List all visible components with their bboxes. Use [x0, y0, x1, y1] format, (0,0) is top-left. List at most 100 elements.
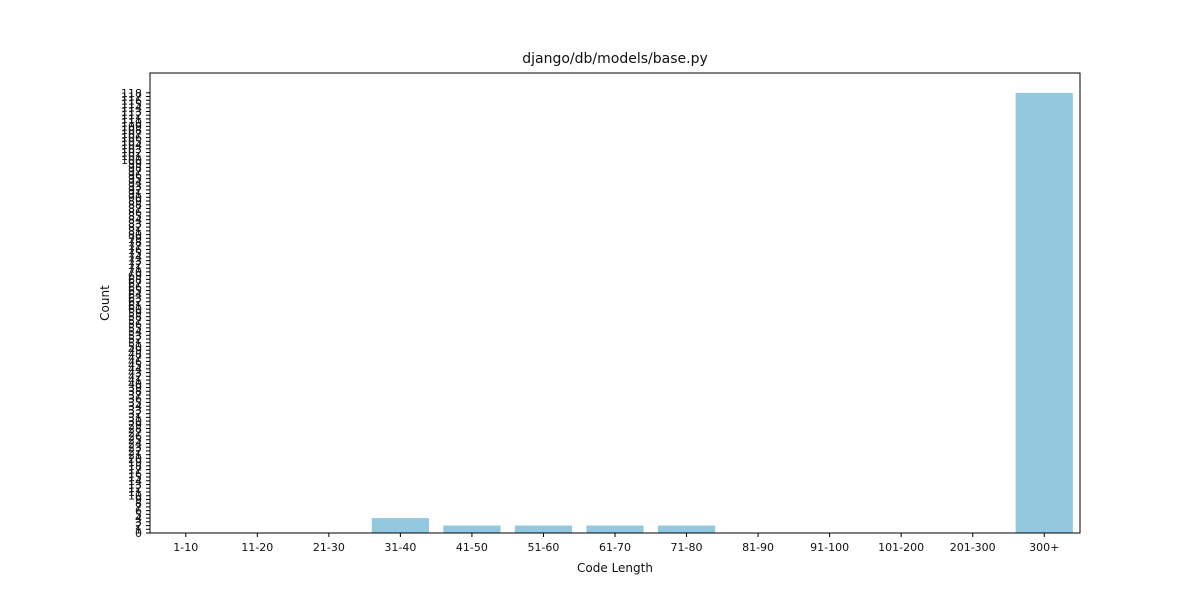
y-tick-label-109: 109	[121, 120, 142, 133]
y-tick-label-0: 0	[135, 527, 142, 540]
y-tick-label-51: 51	[128, 337, 142, 350]
y-tick-label-22: 22	[128, 445, 142, 458]
x-tick-label-4: 41-50	[456, 541, 488, 554]
y-tick-label-91: 91	[128, 188, 142, 201]
y-tick-label-101: 101	[121, 150, 142, 163]
y-tick-label-7: 7	[135, 501, 142, 514]
y-tick-label-64: 64	[128, 288, 142, 301]
y-tick-label-58: 58	[128, 311, 142, 324]
y-tick-label-10: 10	[128, 490, 142, 503]
y-tick-label-28: 28	[128, 423, 142, 436]
bar-4	[443, 525, 501, 533]
y-tick-label-18: 18	[128, 460, 142, 473]
y-tick-label-106: 106	[121, 132, 142, 145]
y-tick-label-43: 43	[128, 367, 142, 380]
y-tick-label-111: 111	[121, 113, 142, 126]
y-tick-label-36: 36	[128, 393, 142, 406]
y-tick-label-4: 4	[135, 512, 142, 525]
y-tick-label-84: 84	[128, 214, 142, 227]
y-tick-label-42: 42	[128, 370, 142, 383]
y-tick-label-115: 115	[121, 98, 142, 111]
y-tick-label-118: 118	[121, 87, 142, 100]
y-tick-label-25: 25	[128, 434, 142, 447]
y-tick-label-90: 90	[128, 191, 142, 204]
y-tick-label-94: 94	[128, 176, 142, 189]
y-tick-label-34: 34	[128, 400, 142, 413]
y-tick-label-68: 68	[128, 273, 142, 286]
y-tick-label-80: 80	[128, 229, 142, 242]
y-axis: 0123456789101112131415161718192021222324…	[121, 87, 150, 540]
y-tick-label-13: 13	[128, 479, 142, 492]
y-tick-label-93: 93	[128, 180, 142, 193]
y-tick-label-30: 30	[128, 415, 142, 428]
y-tick-label-60: 60	[128, 303, 142, 316]
y-tick-label-70: 70	[128, 266, 142, 279]
y-tick-label-79: 79	[128, 232, 142, 245]
bar-6	[586, 525, 644, 533]
y-tick-label-45: 45	[128, 359, 142, 372]
y-tick-label-39: 39	[128, 382, 142, 395]
y-tick-label-69: 69	[128, 270, 142, 283]
y-tick-label-65: 65	[128, 285, 142, 298]
y-tick-label-104: 104	[121, 139, 142, 152]
y-tick-label-56: 56	[128, 318, 142, 331]
x-tick-label-2: 21-30	[313, 541, 345, 554]
y-tick-label-62: 62	[128, 296, 142, 309]
y-tick-label-32: 32	[128, 408, 142, 421]
y-tick-label-31: 31	[128, 411, 142, 424]
y-tick-label-26: 26	[128, 430, 142, 443]
y-tick-label-48: 48	[128, 348, 142, 361]
y-tick-label-116: 116	[121, 94, 142, 107]
bar-7	[657, 525, 716, 533]
y-tick-label-96: 96	[128, 169, 142, 182]
y-tick-label-1: 1	[135, 523, 142, 536]
y-tick-label-72: 72	[128, 258, 142, 271]
y-tick-label-41: 41	[128, 374, 142, 387]
bar-5	[514, 525, 573, 533]
y-tick-label-57: 57	[128, 314, 142, 327]
x-tick-label-1: 11-20	[241, 541, 273, 554]
y-tick-label-110: 110	[121, 117, 142, 130]
x-tick-label-8: 81-90	[742, 541, 774, 554]
y-tick-label-117: 117	[121, 91, 142, 104]
x-tick-label-0: 1-10	[173, 541, 198, 554]
y-tick-label-19: 19	[128, 456, 142, 469]
y-tick-label-59: 59	[128, 307, 142, 320]
y-tick-label-102: 102	[121, 147, 142, 160]
y-tick-label-95: 95	[128, 173, 142, 186]
y-tick-label-99: 99	[128, 158, 142, 171]
y-tick-label-66: 66	[128, 281, 142, 294]
y-tick-label-92: 92	[128, 184, 142, 197]
y-tick-label-61: 61	[128, 299, 142, 312]
y-tick-label-87: 87	[128, 202, 142, 215]
y-tick-label-82: 82	[128, 221, 142, 234]
y-tick-label-8: 8	[135, 497, 142, 510]
y-tick-label-11: 11	[128, 486, 142, 499]
y-tick-label-50: 50	[128, 340, 142, 353]
y-tick-label-71: 71	[128, 262, 142, 275]
y-tick-label-3: 3	[135, 516, 142, 529]
bar-12	[1015, 92, 1073, 533]
y-tick-label-37: 37	[128, 389, 142, 402]
y-tick-label-44: 44	[128, 363, 142, 376]
y-tick-label-112: 112	[121, 109, 142, 122]
y-tick-label-40: 40	[128, 378, 142, 391]
x-tick-label-5: 51-60	[527, 541, 559, 554]
x-tick-label-6: 61-70	[599, 541, 631, 554]
x-tick-label-7: 71-80	[671, 541, 703, 554]
y-tick-label-47: 47	[128, 352, 142, 365]
y-tick-label-67: 67	[128, 277, 142, 290]
bars-layer	[371, 92, 1073, 533]
chart-title: django/db/models/base.py	[522, 51, 708, 67]
plot-frame	[149, 72, 1081, 534]
y-tick-label-29: 29	[128, 419, 142, 432]
y-tick-label-107: 107	[121, 128, 142, 141]
y-tick-label-23: 23	[128, 441, 142, 454]
y-tick-label-55: 55	[128, 322, 142, 335]
y-tick-label-14: 14	[128, 475, 142, 488]
y-tick-label-38: 38	[128, 385, 142, 398]
y-tick-label-5: 5	[135, 508, 142, 521]
y-tick-label-81: 81	[128, 225, 142, 238]
x-tick-label-3: 31-40	[384, 541, 416, 554]
